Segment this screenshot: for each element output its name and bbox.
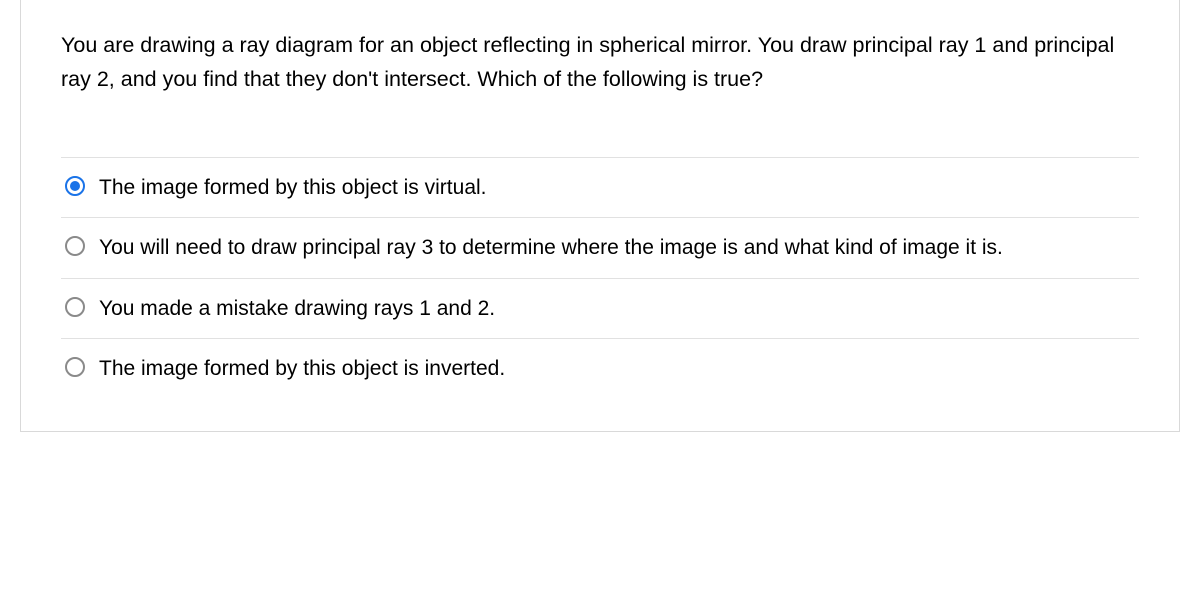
- question-card: You are drawing a ray diagram for an obj…: [20, 0, 1180, 432]
- radio-icon[interactable]: [65, 357, 85, 377]
- option-1[interactable]: You will need to draw principal ray 3 to…: [61, 217, 1139, 278]
- option-2[interactable]: You made a mistake drawing rays 1 and 2.: [61, 278, 1139, 339]
- option-label: The image formed by this object is virtu…: [99, 172, 487, 204]
- question-text: You are drawing a ray diagram for an obj…: [61, 28, 1139, 97]
- radio-icon[interactable]: [65, 236, 85, 256]
- radio-icon[interactable]: [65, 176, 85, 196]
- option-0[interactable]: The image formed by this object is virtu…: [61, 157, 1139, 218]
- option-3[interactable]: The image formed by this object is inver…: [61, 338, 1139, 399]
- option-label: The image formed by this object is inver…: [99, 353, 505, 385]
- option-label: You will need to draw principal ray 3 to…: [99, 232, 1003, 264]
- option-label: You made a mistake drawing rays 1 and 2.: [99, 293, 495, 325]
- options-list: The image formed by this object is virtu…: [61, 157, 1139, 399]
- radio-icon[interactable]: [65, 297, 85, 317]
